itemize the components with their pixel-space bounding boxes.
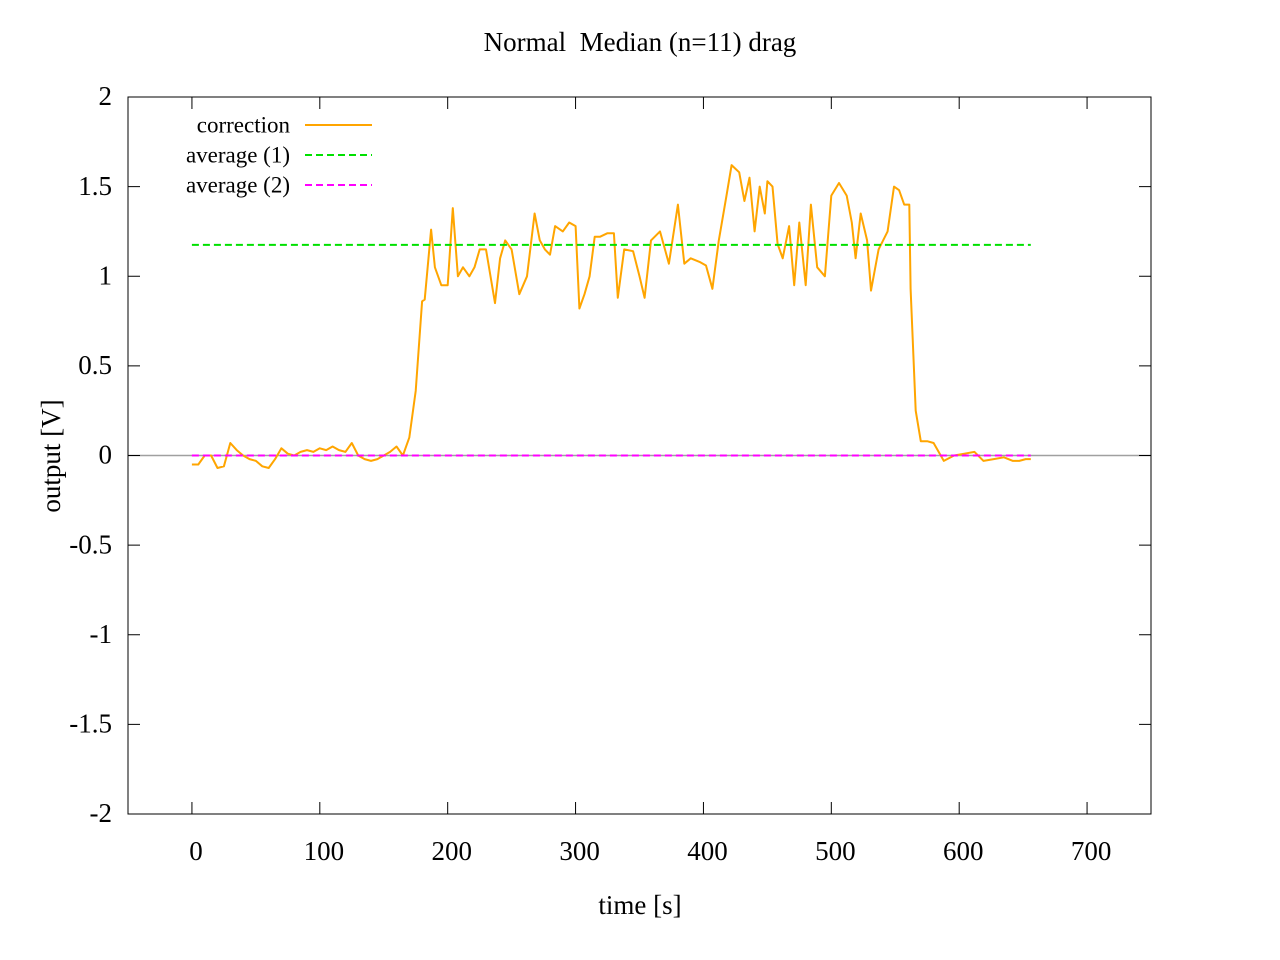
- legend-label: correction: [197, 112, 291, 137]
- x-tick-label: 600: [943, 836, 984, 866]
- y-axis-label: output [V]: [36, 399, 66, 512]
- plot-border: [127, 96, 1152, 815]
- series-line: [191, 164, 1031, 469]
- x-tick-label: 200: [431, 836, 472, 866]
- x-tick-label: 500: [815, 836, 856, 866]
- x-axis-label: time [s]: [598, 890, 681, 920]
- y-tick-label: 1: [99, 260, 113, 290]
- x-tick-label: 400: [687, 836, 728, 866]
- legend-label: average (2): [186, 172, 290, 197]
- y-tick-label: -0.5: [69, 529, 112, 559]
- y-tick-label: 0: [99, 440, 113, 470]
- x-tick-label: 700: [1071, 836, 1112, 866]
- y-tick-label: -1.5: [69, 709, 112, 739]
- y-tick-label: -2: [90, 798, 113, 828]
- x-tick-label: 0: [189, 836, 203, 866]
- y-tick-label: -1: [90, 619, 113, 649]
- y-tick-label: 1.5: [78, 171, 112, 201]
- legend-label: average (1): [186, 142, 290, 167]
- chart-title: Normal Median (n=11) drag: [484, 27, 797, 57]
- y-tick-label: 0.5: [78, 350, 112, 380]
- x-tick-label: 300: [559, 836, 600, 866]
- x-tick-label: 100: [304, 836, 345, 866]
- y-tick-label: 2: [99, 81, 113, 111]
